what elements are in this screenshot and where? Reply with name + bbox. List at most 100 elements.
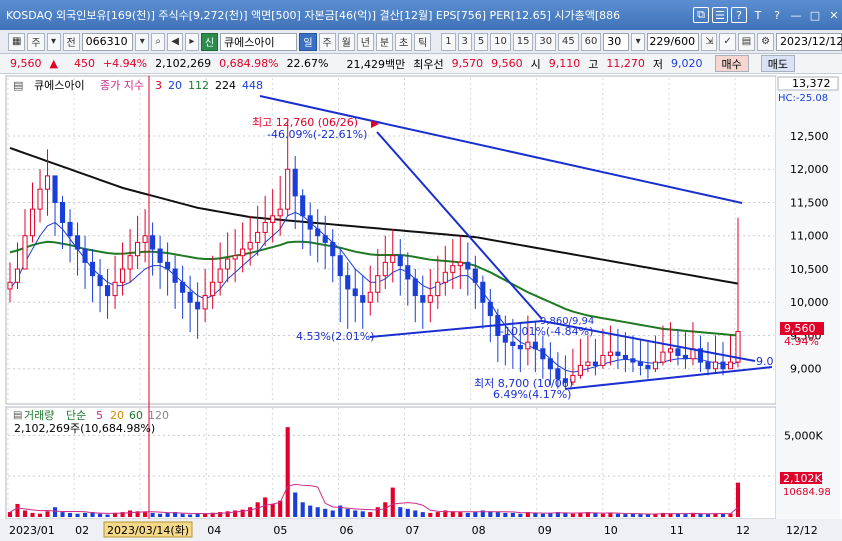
checkmark-icon[interactable]: ✓: [719, 32, 736, 51]
volume-bar: [390, 487, 395, 517]
cursor-date-label: 2023/03/14(화): [107, 524, 189, 537]
minute-10[interactable]: 10: [490, 32, 511, 51]
volume-bar: [458, 512, 463, 517]
legend-ma-448: 448: [242, 79, 263, 92]
volume-bar: [353, 510, 358, 517]
minute-45[interactable]: 45: [558, 32, 579, 51]
converging-upper-line: [541, 320, 756, 362]
volume-tag: 2,102K: [783, 472, 822, 485]
zoom-icon[interactable]: ⇲: [701, 32, 718, 51]
minute-15[interactable]: 15: [512, 32, 534, 51]
candle-body: [322, 235, 328, 243]
period-second[interactable]: 초: [395, 32, 413, 51]
mode-select-2[interactable]: 전: [62, 32, 80, 51]
question-icon[interactable]: ?: [774, 8, 780, 22]
volume-bar: [555, 512, 560, 517]
price-tick-label: 9,000: [790, 363, 822, 376]
candle-body: [420, 295, 426, 303]
data-counter[interactable]: 229/600: [647, 32, 700, 51]
period-week[interactable]: 주: [318, 32, 336, 51]
candle-body: [412, 278, 418, 297]
upper-resistance-line: [259, 95, 743, 204]
count-select[interactable]: 30: [603, 32, 630, 51]
volume-bar: [563, 512, 568, 517]
open-label: 시: [530, 57, 541, 71]
code-dropdown-icon[interactable]: ▾: [135, 32, 150, 51]
mode-select-1[interactable]: 주: [27, 32, 45, 51]
candle-body: [262, 221, 268, 233]
candle-body: [367, 291, 373, 303]
credit-badge: 신: [200, 32, 218, 51]
period-minute[interactable]: 분: [375, 32, 394, 51]
stock-code-input[interactable]: 066310: [81, 32, 134, 51]
volume-settings-icon[interactable]: ▤: [13, 410, 22, 421]
candle-body: [585, 361, 591, 366]
candle-body: [705, 361, 711, 370]
sell-button[interactable]: 매도: [760, 55, 795, 72]
volume-tag-box: [780, 472, 822, 484]
period-day[interactable]: 일: [299, 32, 317, 51]
candle-body: [607, 351, 613, 356]
volume-tick-label: 5,000K: [784, 429, 823, 442]
minute-5[interactable]: 5: [473, 32, 489, 51]
volume-bar: [495, 512, 500, 517]
volume-bar: [720, 513, 726, 517]
date-axis-strip: [0, 519, 842, 541]
period-tick[interactable]: 틱: [414, 32, 432, 51]
font-icon[interactable]: T: [754, 8, 762, 22]
restore-icon[interactable]: ⧉: [693, 7, 709, 23]
minute-1[interactable]: 1: [441, 32, 456, 51]
candle-body: [525, 341, 531, 350]
candle-body: [22, 235, 28, 270]
candle-body: [7, 281, 13, 290]
close-icon[interactable]: ✕: [829, 8, 839, 22]
volume-bar: [645, 514, 651, 517]
volume-bar: [638, 514, 643, 517]
settings-grid-icon[interactable]: ▤: [13, 79, 23, 92]
settings-icon[interactable]: ⚙: [757, 32, 775, 51]
dropdown-1-icon[interactable]: ▾: [46, 32, 61, 51]
volume-bar: [52, 507, 58, 517]
grid-icon[interactable]: ▦: [8, 32, 26, 51]
ma-20-line: [9, 211, 739, 373]
volume-bar: [698, 513, 703, 517]
scroll-arrow-icon[interactable]: ▸: [184, 32, 199, 51]
candle-body: [195, 301, 201, 310]
candle-body: [555, 368, 561, 380]
candle-body: [727, 361, 734, 370]
candle-body: [210, 281, 216, 297]
period-year[interactable]: 년: [356, 32, 374, 51]
volume-value: 2,102,269: [155, 57, 212, 70]
minimize-icon[interactable]: —: [790, 8, 802, 22]
date-input[interactable]: 2023/12/12: [776, 32, 842, 51]
list-icon[interactable]: ☰: [712, 7, 728, 23]
maximize-icon[interactable]: □: [809, 8, 821, 22]
volume-bar: [615, 513, 620, 517]
speaker-icon[interactable]: ◀: [167, 32, 183, 51]
candle-body: [442, 271, 448, 283]
minute-3[interactable]: 3: [457, 32, 472, 51]
candle-body: [285, 168, 291, 210]
date-tick-label: 10: [604, 524, 618, 537]
volume-bar: [653, 513, 658, 517]
help-icon[interactable]: ?: [731, 7, 747, 23]
candle-body: [390, 255, 396, 263]
count-dropdown-icon[interactable]: ▾: [631, 32, 646, 51]
minute-30[interactable]: 30: [535, 32, 557, 51]
volume-bar: [150, 512, 155, 517]
candle-body: [532, 341, 538, 350]
candle-body: [682, 354, 689, 360]
volume-bar: [255, 502, 260, 517]
volume-bar: [608, 512, 613, 517]
volume-bar: [113, 512, 118, 517]
high-price: 11,270: [606, 57, 645, 70]
chart-area[interactable]: 9,000 9,500 10,000 10,500 11,000 11,500 12,000…: [0, 74, 842, 541]
period-month[interactable]: 월: [337, 32, 355, 51]
table-icon[interactable]: ▤: [737, 32, 756, 51]
turnover-rate: 22.67%: [286, 57, 329, 70]
search-icon[interactable]: ⌕: [151, 32, 166, 51]
volume-bar: [705, 514, 711, 517]
minute-60[interactable]: 60: [580, 32, 602, 51]
buy-button[interactable]: 매수: [714, 55, 749, 72]
